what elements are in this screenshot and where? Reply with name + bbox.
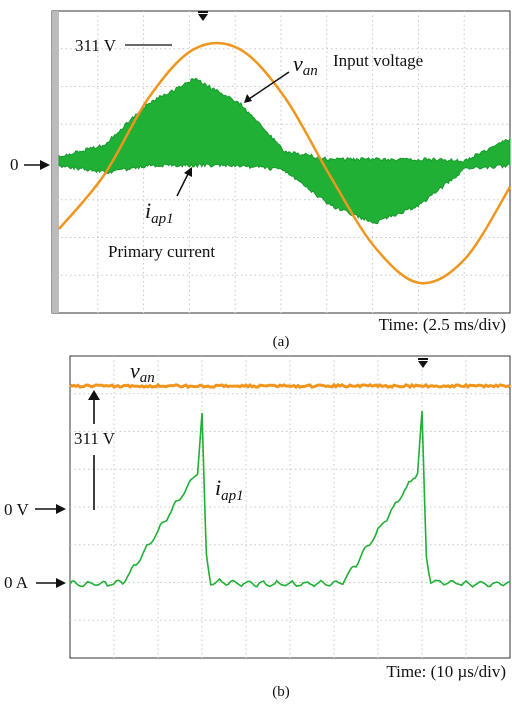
time-scale-a: Time: (2.5 ms/div) [379, 315, 506, 334]
panel-a: 311 V 0 van Input voltage iap1 Primary c… [10, 11, 510, 334]
zero-amp-label: 0 A [4, 573, 29, 592]
zero-label-a: 0 [10, 155, 19, 174]
time-scale-b: Time: (10 µs/div) [386, 662, 506, 681]
peak-voltage-label: 311 V [75, 36, 117, 55]
input-voltage-label: Input voltage [333, 51, 423, 70]
primary-current-label: Primary current [108, 242, 215, 261]
zero-amp-arrow [56, 578, 66, 588]
zero-arrow-a [40, 160, 50, 170]
zero-volt-arrow [56, 504, 66, 514]
panel-b: van 311 V 0 V 0 A iap1 Time: (10 µs/div) [4, 356, 510, 681]
zero-volt-label: 0 V [4, 500, 29, 519]
caption-a: (a) [273, 334, 290, 350]
voltage-span-label: 311 V [74, 429, 116, 448]
caption-b: (b) [272, 684, 290, 700]
input-voltage-trace-b [70, 385, 510, 387]
